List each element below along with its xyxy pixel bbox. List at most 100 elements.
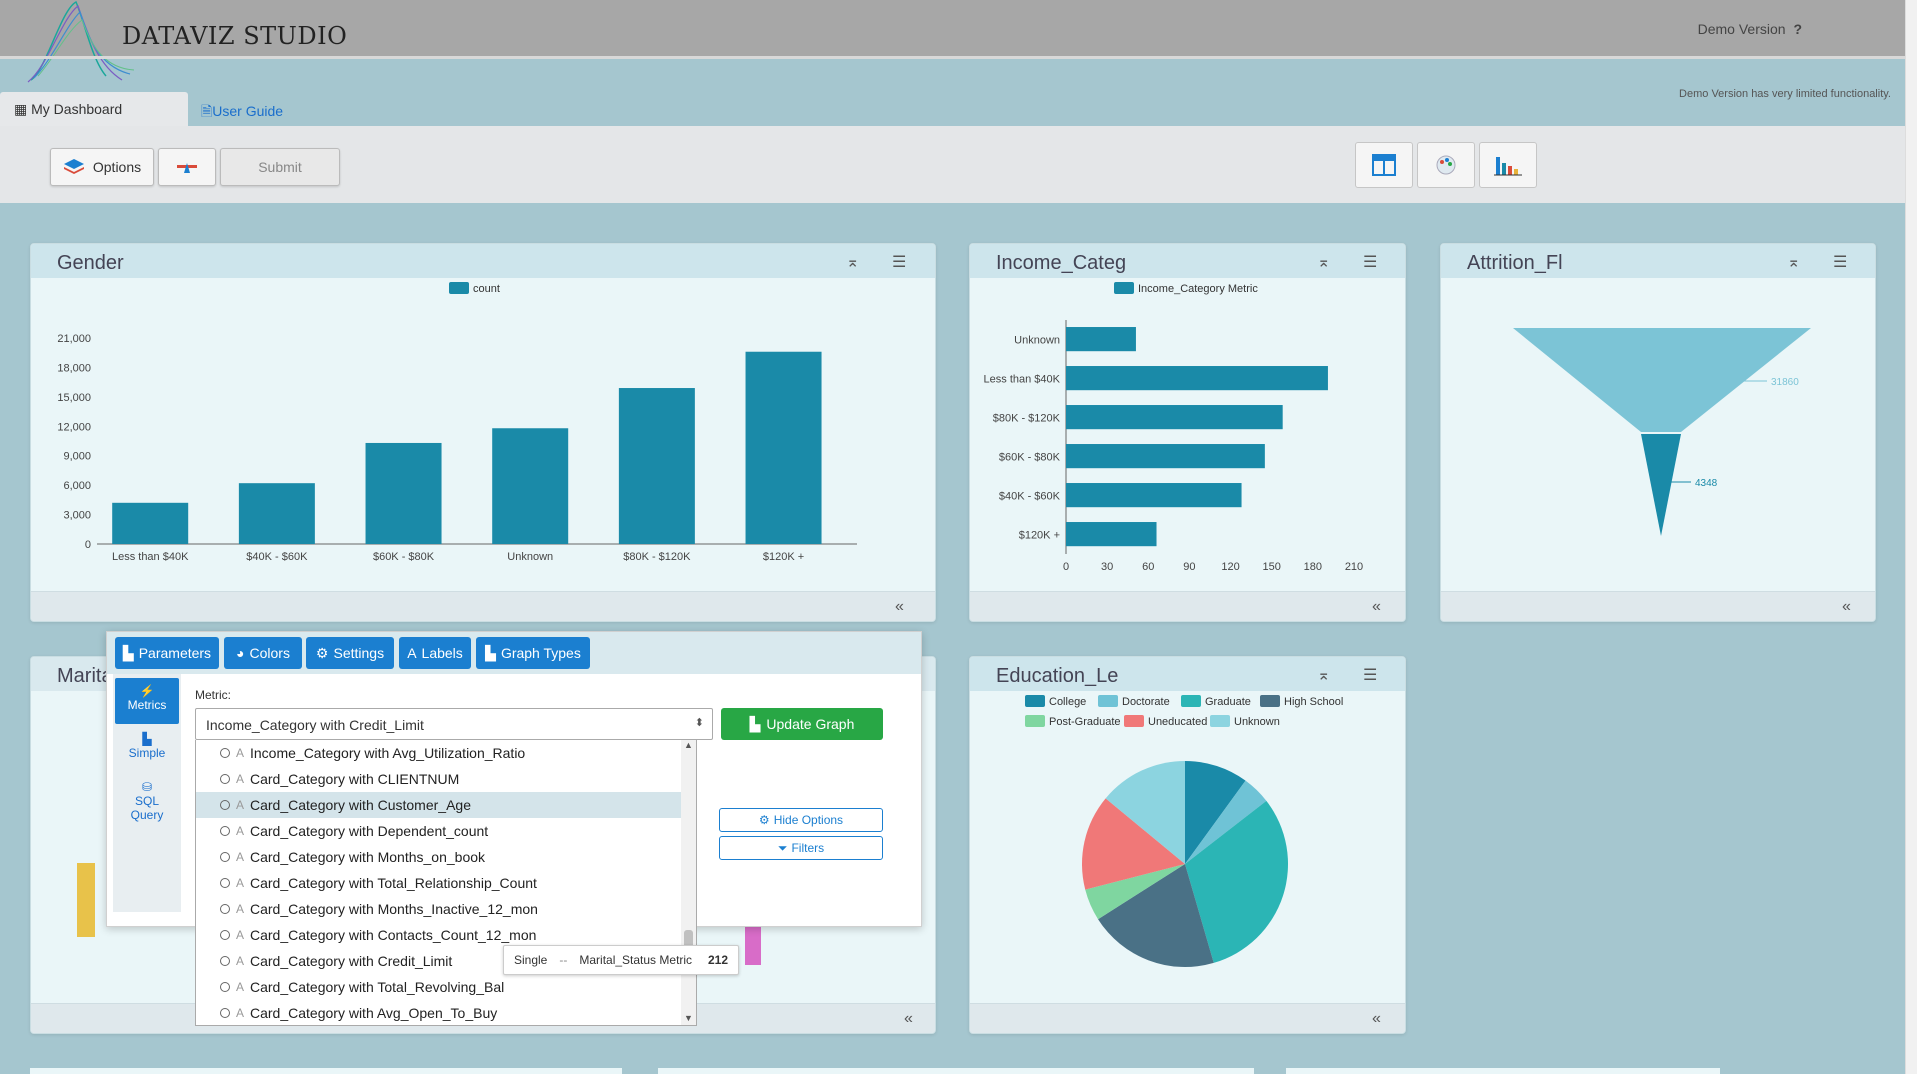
side-sql-query[interactable]: ⛁ SQL Query (115, 780, 179, 822)
x-tick-label: 30 (1101, 561, 1113, 573)
list-item-label: Card_Category with Customer_Age (250, 797, 471, 813)
collapse-icon[interactable]: « (904, 1010, 913, 1027)
bar-2 (365, 442, 442, 544)
list-item[interactable]: A Card_Category with Total_Revolving_Bal (196, 974, 683, 1000)
y-tick-label: 18,000 (57, 362, 91, 374)
radio-icon (220, 852, 230, 862)
funnel-label-0: 31860 (1771, 377, 1799, 388)
menu-icon[interactable]: ☰ (1363, 254, 1378, 271)
funnel-chart: 31860 4348 (1513, 328, 1811, 536)
x-tick-label: Less than $40K (112, 551, 189, 563)
legend-label: count (473, 283, 500, 295)
scroll-up-icon[interactable]: ▲ (684, 740, 693, 750)
tab-my-dashboard[interactable]: ▦ My Dashboard (0, 92, 188, 126)
side-metrics-label: Metrics (127, 698, 167, 712)
collapse-icon[interactable]: « (1372, 1010, 1381, 1027)
side-simple[interactable]: ▙ Simple (115, 732, 179, 760)
y-tick-label: Less than $40K (984, 373, 1061, 385)
legend-label: College (1049, 696, 1086, 708)
menu-icon[interactable]: ☰ (892, 254, 907, 271)
education-pie-chart: College Doctorate Graduate High School Post-… (1025, 695, 1343, 967)
text-type-icon: A (236, 954, 245, 968)
tab-graph-types[interactable]: ▙ Graph Types (476, 637, 590, 669)
legend-label: Post-Graduate (1049, 716, 1121, 728)
logo-icon (27, 0, 135, 83)
tab-labels[interactable]: A Labels (399, 637, 471, 669)
legend-swatch (1124, 715, 1144, 727)
side-simple-label: Simple (128, 746, 166, 760)
list-item-highlighted[interactable]: A Card_Category with Customer_Age (196, 792, 683, 818)
y-tick-label: $40K - $60K (999, 490, 1061, 502)
scroll-down-icon[interactable]: ▼ (684, 1013, 693, 1023)
tab-parameters-label: Parameters (138, 645, 212, 661)
x-tick-label: 60 (1142, 561, 1154, 573)
panel-header: Education_Le ⌅ ☰ (970, 657, 1405, 691)
panel-header: Income_Categ ⌅ ☰ (970, 244, 1405, 278)
list-item[interactable]: A Card_Category with Contacts_Count_12_mo… (196, 922, 683, 948)
chart-button[interactable] (1479, 142, 1537, 188)
y-tick-label: $80K - $120K (993, 412, 1061, 424)
update-graph-label: Update Graph (766, 716, 855, 732)
x-tick-label: $120K + (763, 551, 804, 563)
legend-label: Income_Category Metric (1138, 283, 1258, 295)
marital-bar-single (77, 863, 95, 937)
list-item[interactable]: A Income_Category with Avg_Utilization_Ra… (196, 740, 683, 766)
tab-settings[interactable]: ⚙ Settings (306, 637, 394, 669)
list-item[interactable]: A Card_Category with Dependent_count (196, 818, 683, 844)
expand-icon[interactable]: ⌅ (1787, 254, 1801, 271)
tab-user-guide[interactable]: 🗎User Guide (201, 101, 283, 125)
collapse-icon[interactable]: « (895, 598, 904, 615)
plane-button[interactable] (158, 148, 216, 186)
font-icon: A (407, 645, 417, 661)
expand-icon[interactable]: ⌅ (846, 254, 860, 271)
menu-icon[interactable]: ☰ (1833, 254, 1848, 271)
scrollbar-thumb[interactable] (684, 930, 693, 948)
radio-icon (220, 878, 230, 888)
legend-swatch (1260, 695, 1280, 707)
pie-slice-4 (1085, 864, 1185, 920)
bolt-icon: ⚡ (139, 684, 155, 698)
text-type-icon: A (236, 876, 245, 890)
metric-select[interactable]: Income_Category with Credit_Limit ⬍ (195, 708, 713, 740)
help-icon[interactable]: ? (1793, 21, 1802, 37)
bar-chart-icon (1494, 157, 1522, 176)
marital-bar-other (745, 925, 761, 965)
page-scrollbar[interactable] (1905, 0, 1917, 1074)
panel-income: Income_Categ ⌅ ☰ Income_Category Metric U… (969, 243, 1406, 622)
y-tick-label: 9,000 (63, 451, 91, 463)
hide-options-button[interactable]: ⚙ Hide Options (719, 808, 883, 832)
metric-select-value: Income_Category with Credit_Limit (206, 717, 424, 733)
tab-parameters[interactable]: ▙ Parameters (115, 637, 219, 669)
collapse-icon[interactable]: « (1842, 598, 1851, 615)
text-type-icon: A (236, 928, 245, 942)
update-graph-button[interactable]: ▙ Update Graph (721, 708, 883, 740)
palette-button[interactable] (1417, 142, 1475, 188)
submit-button[interactable]: Submit (220, 148, 340, 186)
expand-icon[interactable]: ⌅ (1317, 667, 1331, 684)
list-item[interactable]: A Card_Category with Months_Inactive_12_m… (196, 896, 683, 922)
tab-colors[interactable]: ◕ Colors (224, 637, 302, 669)
x-tick-label: 90 (1183, 561, 1195, 573)
expand-icon[interactable]: ⌅ (1317, 254, 1331, 271)
list-item[interactable]: A Card_Category with Credit_Limit (196, 948, 683, 974)
panel-title: Income_Categ (996, 252, 1127, 274)
x-tick-label: $60K - $80K (373, 551, 435, 563)
metric-dropdown-list[interactable]: A Income_Category with Avg_Utilization_Ra… (195, 740, 697, 1026)
pie-slice-5 (1082, 798, 1185, 890)
filters-button[interactable]: ⏷ Filters (719, 836, 883, 860)
menu-icon[interactable]: ☰ (1363, 667, 1378, 684)
list-item[interactable]: A Card_Category with CLIENTNUM (196, 766, 683, 792)
x-tick-label: $40K - $60K (246, 551, 308, 563)
list-item[interactable]: A Card_Category with Total_Relationship_C… (196, 870, 683, 896)
pie-slice-2 (1185, 800, 1288, 963)
filters-label: Filters (791, 841, 825, 855)
list-item[interactable]: A Card_Category with Avg_Open_To_Buy (196, 1000, 683, 1025)
options-button[interactable]: Options (50, 148, 154, 186)
side-metrics[interactable]: ⚡ Metrics (115, 678, 179, 724)
panel-footer: « (970, 591, 1405, 621)
collapse-icon[interactable]: « (1372, 598, 1381, 615)
layout-button[interactable] (1355, 142, 1413, 188)
list-item[interactable]: A Card_Category with Months_on_book (196, 844, 683, 870)
demo-version-label[interactable]: Demo Version ? (1698, 21, 1802, 37)
dropdown-scrollbar[interactable]: ▲ ▼ (681, 740, 696, 1025)
